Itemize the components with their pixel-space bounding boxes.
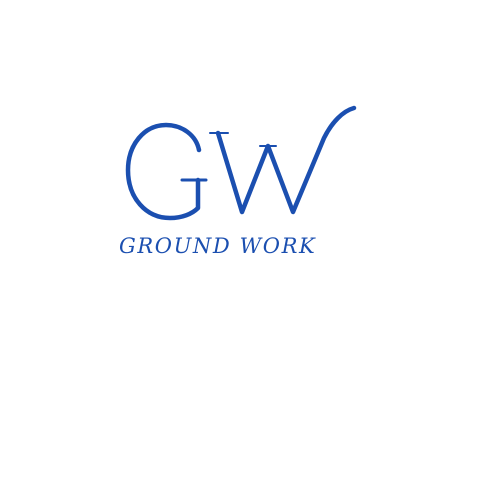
- company-name: GROUND WORK: [119, 234, 317, 258]
- ground-work-logo: GROUND WORK: [100, 100, 380, 280]
- gw-monogram-icon: [125, 105, 357, 221]
